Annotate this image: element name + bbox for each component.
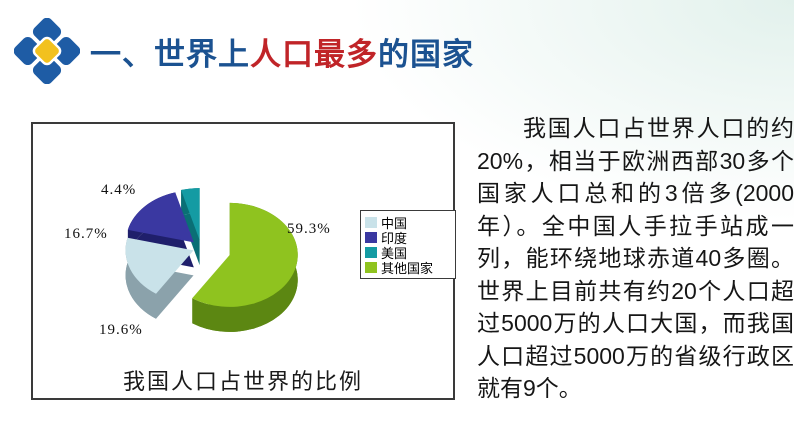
legend-item-china: 中国 <box>365 215 451 231</box>
title-part-blue-1: 一、世界上 <box>90 36 250 72</box>
pie-chart-panel: 4.4% 16.7% 59.3% 19.6% 中国 印度 美国 其他国家 我国人… <box>31 122 456 400</box>
legend-label-china: 中国 <box>381 215 408 231</box>
pie-label-india: 16.7% <box>64 226 108 242</box>
pie-label-usa: 4.4% <box>101 182 137 198</box>
legend-item-usa: 美国 <box>365 245 451 261</box>
legend-item-other: 其他国家 <box>365 260 451 276</box>
legend-item-india: 印度 <box>365 230 451 246</box>
legend-label-india: 印度 <box>381 230 408 246</box>
page-title: 一、世界上人口最多的国家 <box>90 29 474 74</box>
exploded-3d-pie-chart <box>125 188 298 332</box>
legend-swatch-india <box>365 231 377 243</box>
title-part-red: 人口最多 <box>250 36 378 72</box>
legend-label-usa: 美国 <box>381 245 408 261</box>
legend-swatch-china <box>365 216 377 228</box>
four-diamonds-logo-icon <box>14 18 80 84</box>
chart-legend: 中国 印度 美国 其他国家 <box>360 210 456 279</box>
body-paragraph: 我国人口占世界人口的约20%，相当于欧洲西部30多个国家人口总和的3倍多(200… <box>477 115 794 401</box>
pie-label-china: 19.6% <box>99 322 143 338</box>
legend-label-other: 其他国家 <box>381 260 434 276</box>
pie-label-other: 59.3% <box>287 221 331 237</box>
slide-header: 一、世界上人口最多的国家 <box>14 18 474 84</box>
title-part-blue-2: 的国家 <box>378 36 474 72</box>
legend-swatch-usa <box>365 246 377 258</box>
chart-title: 我国人口占世界的比例 <box>122 369 363 394</box>
legend-swatch-other <box>365 261 377 273</box>
